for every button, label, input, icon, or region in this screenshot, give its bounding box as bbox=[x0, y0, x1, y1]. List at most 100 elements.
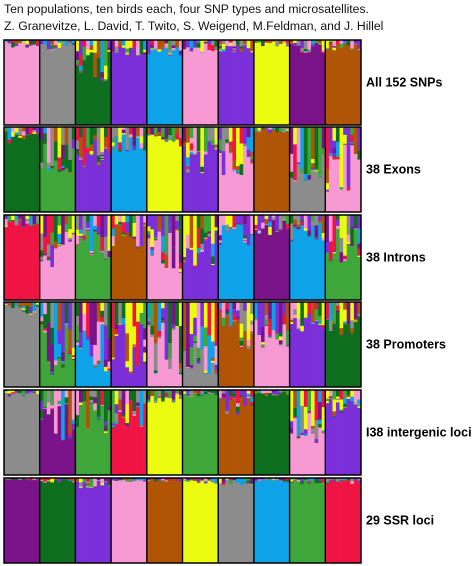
admixture-segment bbox=[82, 46, 87, 61]
individual-bar bbox=[357, 316, 362, 387]
individual-bar bbox=[211, 393, 215, 475]
admixture-segment bbox=[357, 478, 362, 481]
admixture-segment bbox=[268, 222, 273, 228]
admixture-segment bbox=[357, 404, 362, 407]
admixture-segment bbox=[14, 391, 19, 393]
admixture-segment bbox=[18, 221, 23, 224]
admixture-segment bbox=[89, 151, 94, 155]
admixture-segment bbox=[336, 401, 340, 403]
admixture-segment bbox=[275, 302, 280, 334]
admixture-segment bbox=[118, 390, 123, 400]
admixture-segment bbox=[253, 478, 258, 481]
admixture-segment bbox=[318, 40, 323, 44]
admixture-segment bbox=[232, 320, 237, 321]
admixture-segment bbox=[93, 366, 98, 368]
admixture-segment bbox=[275, 339, 280, 341]
admixture-segment bbox=[214, 148, 219, 150]
admixture-segment bbox=[53, 479, 58, 481]
admixture-segment bbox=[86, 49, 91, 56]
admixture-segment bbox=[57, 403, 62, 405]
individual-bar bbox=[153, 240, 158, 300]
admixture-segment bbox=[196, 47, 201, 49]
admixture-segment bbox=[225, 309, 230, 313]
admixture-segment bbox=[286, 131, 290, 133]
admixture-segment bbox=[300, 434, 305, 436]
admixture-segment bbox=[218, 153, 223, 155]
individual-bar bbox=[339, 482, 344, 563]
admixture-segment bbox=[232, 480, 237, 481]
admixture-segment bbox=[189, 143, 194, 150]
admixture-segment bbox=[357, 40, 362, 48]
admixture-segment bbox=[307, 127, 312, 176]
individual-bar bbox=[125, 481, 130, 563]
individual-bar bbox=[218, 483, 223, 563]
admixture-segment bbox=[196, 42, 201, 47]
admixture-segment bbox=[203, 238, 208, 240]
admixture-segment bbox=[78, 71, 83, 73]
admixture-segment bbox=[203, 391, 208, 394]
admixture-segment bbox=[203, 43, 208, 45]
admixture-segment bbox=[78, 215, 83, 230]
individual-bar bbox=[307, 313, 312, 387]
admixture-segment bbox=[282, 218, 287, 220]
individual-bar bbox=[82, 240, 87, 300]
admixture-segment bbox=[286, 127, 290, 130]
individual-bar bbox=[50, 482, 55, 563]
individual-bar bbox=[21, 42, 26, 126]
admixture-segment bbox=[243, 145, 248, 147]
individual-bar bbox=[314, 171, 319, 212]
individual-bar bbox=[325, 483, 330, 563]
individual-bar bbox=[282, 481, 287, 563]
admixture-segment bbox=[221, 397, 226, 399]
admixture-segment bbox=[296, 162, 301, 165]
admixture-segment bbox=[207, 302, 212, 336]
admixture-segment bbox=[43, 302, 48, 315]
admixture-segment bbox=[303, 51, 308, 53]
admixture-segment bbox=[264, 479, 269, 481]
admixture-segment bbox=[203, 302, 208, 328]
individual-bar bbox=[168, 140, 173, 212]
admixture-segment bbox=[246, 393, 251, 398]
admixture-segment bbox=[75, 478, 80, 482]
admixture-segment bbox=[321, 325, 326, 329]
admixture-segment bbox=[4, 226, 8, 228]
admixture-segment bbox=[175, 40, 180, 47]
admixture-segment bbox=[125, 127, 130, 140]
admixture-segment bbox=[107, 368, 112, 371]
individual-bar bbox=[353, 154, 358, 212]
individual-bar bbox=[289, 482, 294, 563]
admixture-segment bbox=[7, 395, 12, 397]
individual-bar bbox=[182, 480, 187, 563]
individual-bar bbox=[300, 331, 305, 387]
admixture-segment bbox=[178, 127, 183, 139]
panel-border bbox=[3, 301, 362, 388]
admixture-segment bbox=[50, 168, 55, 169]
admixture-segment bbox=[139, 148, 144, 150]
admixture-segment bbox=[153, 131, 158, 135]
individual-bar bbox=[346, 190, 351, 212]
admixture-segment bbox=[243, 479, 248, 483]
admixture-segment bbox=[189, 390, 194, 396]
admixture-segment bbox=[182, 261, 187, 263]
admixture-segment bbox=[68, 302, 73, 331]
admixture-segment bbox=[68, 241, 73, 242]
admixture-segment bbox=[7, 40, 12, 43]
individual-bar bbox=[164, 48, 169, 125]
admixture-segment bbox=[243, 482, 248, 484]
individual-bar bbox=[4, 305, 8, 387]
admixture-segment bbox=[264, 302, 269, 316]
individual-bar bbox=[286, 132, 290, 212]
admixture-segment bbox=[14, 127, 19, 133]
admixture-segment bbox=[296, 437, 301, 439]
admixture-segment bbox=[293, 390, 298, 409]
individual-bar bbox=[311, 479, 315, 563]
admixture-segment bbox=[11, 390, 16, 393]
individual-bar bbox=[328, 331, 333, 387]
individual-bar bbox=[268, 234, 273, 300]
admixture-segment bbox=[118, 399, 123, 411]
admixture-segment bbox=[278, 332, 283, 337]
admixture-segment bbox=[321, 302, 326, 326]
admixture-segment bbox=[4, 304, 8, 306]
admixture-segment bbox=[307, 51, 312, 53]
admixture-segment bbox=[118, 410, 123, 413]
